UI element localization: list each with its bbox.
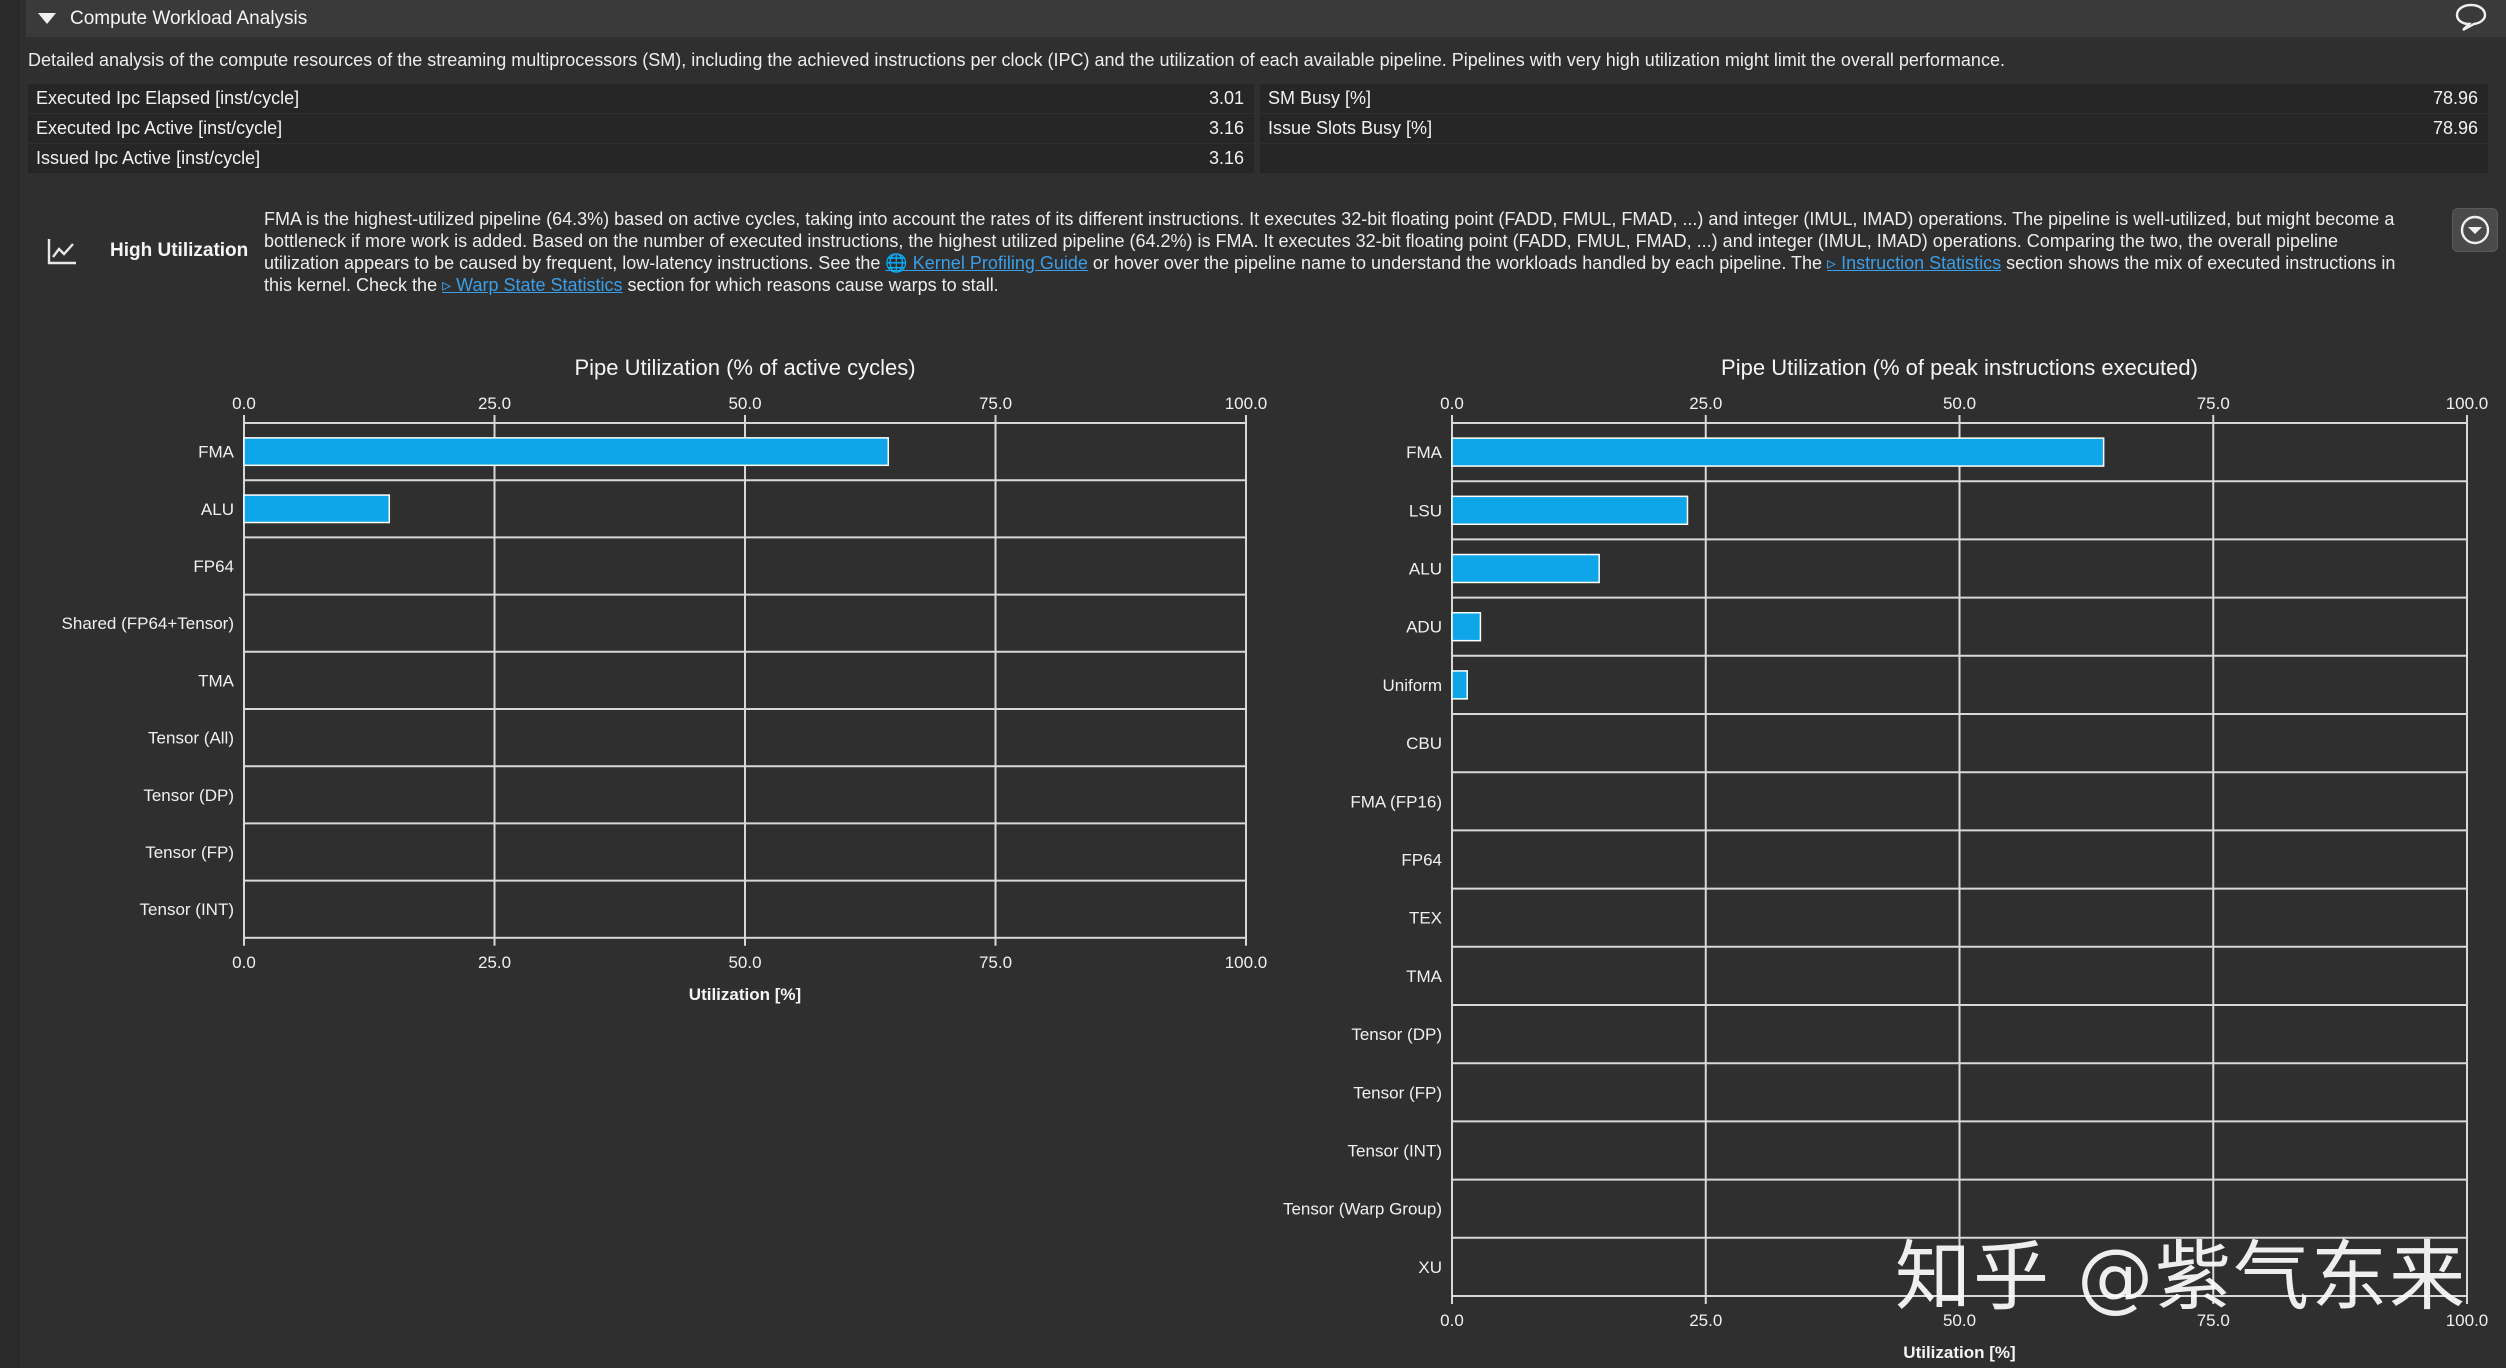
metric-value: 78.96 — [2432, 118, 2478, 138]
high-utilization-panel: High Utilization FMA is the highest-util… — [26, 196, 2498, 306]
bar-adu — [1451, 611, 1482, 642]
x-tick-label-bottom: 0.0 — [1440, 1311, 1464, 1330]
category-label: ALU — [201, 500, 234, 519]
instruction-statistics-link[interactable]: ▹ Instruction Statistics — [1827, 253, 2002, 273]
category-label: FMA (FP16) — [1350, 792, 1442, 811]
x-tick-label-top: 100.0 — [2446, 394, 2489, 413]
x-tick-label-bottom: 0.0 — [232, 953, 256, 972]
category-label: Tensor (FP) — [1353, 1083, 1442, 1102]
metric-label: SM Busy [%] — [1268, 88, 1372, 108]
x-tick-label-bottom: 50.0 — [1943, 1311, 1976, 1330]
left-gutter — [0, 0, 20, 1368]
x-tick-label-bottom: 100.0 — [1225, 953, 1268, 972]
high-utilization-title: High Utilization — [110, 240, 249, 261]
x-tick-label-top: 0.0 — [1440, 394, 1464, 413]
x-tick-label-bottom: 25.0 — [478, 953, 511, 972]
category-label: ALU — [1409, 560, 1442, 579]
kernel-profiling-guide-link[interactable]: 🌐 Kernel Profiling Guide — [885, 253, 1088, 273]
category-label: LSU — [1409, 501, 1442, 520]
category-label: FP64 — [1401, 851, 1442, 870]
category-label: Tensor (INT) — [1348, 1142, 1442, 1161]
metric-row: Issue Slots Busy [%] 78.96 — [1260, 114, 2488, 143]
x-tick-label-bottom: 100.0 — [2446, 1311, 2489, 1330]
category-label: Uniform — [1382, 676, 1442, 695]
x-tick-label-top: 0.0 — [232, 394, 256, 413]
x-tick-label-top: 50.0 — [728, 394, 761, 413]
x-tick-label-top: 50.0 — [1943, 394, 1976, 413]
x-axis-label: Utilization [%] — [1903, 1343, 2015, 1362]
metric-label: Executed Ipc Active [inst/cycle] — [36, 118, 283, 138]
metric-label: Executed Ipc Elapsed [inst/cycle] — [36, 88, 300, 108]
watermark-text: 知乎 @紫气东来 — [1895, 1232, 2468, 1321]
category-label: Tensor (DP) — [143, 786, 234, 805]
category-label: FMA — [1406, 443, 1443, 462]
category-label: Tensor (All) — [148, 729, 234, 748]
category-label: TEX — [1409, 909, 1442, 928]
metric-value: 3.16 — [1208, 148, 1244, 168]
collapse-triangle-icon[interactable] — [38, 13, 56, 24]
metric-value: 3.01 — [1208, 88, 1244, 108]
metric-label: Issued Ipc Active [inst/cycle] — [36, 148, 261, 168]
section-header[interactable]: Compute Workload Analysis — [26, 0, 2506, 37]
warp-state-statistics-link[interactable]: ▹ Warp State Statistics — [442, 275, 623, 295]
x-tick-label-bottom: 25.0 — [1689, 1311, 1722, 1330]
x-tick-label-bottom: 75.0 — [2197, 1311, 2230, 1330]
x-tick-label-bottom: 50.0 — [728, 953, 761, 972]
metric-row: Executed Ipc Active [inst/cycle] 3.16 — [28, 114, 1254, 143]
category-label: ADU — [1406, 618, 1442, 637]
bar-uniform — [1451, 670, 1468, 700]
bar-lsu — [1451, 495, 1689, 526]
x-tick-label-top: 25.0 — [1689, 394, 1722, 413]
metric-row-empty — [1260, 144, 2488, 173]
comment-icon[interactable] — [2454, 2, 2488, 32]
hu-text-part: or hover over the pipeline name to under… — [1087, 253, 1828, 273]
bar-fma — [243, 437, 890, 467]
x-tick-label-top: 100.0 — [1225, 394, 1268, 413]
pipe-utilization-active-cycles-chart: Pipe Utilization (% of active cycles) 0.0… — [62, 355, 1268, 1004]
metric-value: 78.96 — [2432, 88, 2478, 108]
category-label: TMA — [198, 671, 235, 690]
metric-label: Issue Slots Busy [%] — [1268, 118, 1433, 138]
line-chart-icon — [47, 239, 76, 265]
x-tick-label-top: 25.0 — [478, 394, 511, 413]
bar-fma — [1451, 437, 2105, 467]
high-utilization-text: FMA is the highest-utilized pipeline (64… — [264, 208, 2414, 296]
category-label: Tensor (DP) — [1351, 1025, 1442, 1044]
hu-text-part: FMA is the highest-utilized pipeline (64… — [264, 209, 2395, 273]
expand-details-button[interactable] — [2452, 208, 2498, 252]
category-label: FMA — [198, 443, 235, 462]
x-tick-label-top: 75.0 — [979, 394, 1012, 413]
section-title: Compute Workload Analysis — [70, 7, 308, 29]
chevron-down-circle-icon — [2460, 215, 2490, 245]
chart-title: Pipe Utilization (% of peak instructions… — [1721, 355, 2198, 380]
metrics-table: Executed Ipc Elapsed [inst/cycle] 3.01 E… — [28, 84, 2488, 176]
category-label: Tensor (FP) — [145, 843, 234, 862]
bar-alu — [243, 494, 391, 524]
category-label: Shared (FP64+Tensor) — [62, 614, 234, 633]
bar-alu — [1451, 553, 1600, 584]
category-label: Tensor (INT) — [140, 900, 234, 919]
pipe-utilization-peak-instructions-chart: Pipe Utilization (% of peak instructions… — [1283, 355, 2489, 1362]
chart-title: Pipe Utilization (% of active cycles) — [574, 355, 915, 380]
x-axis-label: Utilization [%] — [689, 985, 801, 1004]
metric-row: SM Busy [%] 78.96 — [1260, 84, 2488, 113]
x-tick-label-bottom: 75.0 — [979, 953, 1012, 972]
x-tick-label-top: 75.0 — [2197, 394, 2230, 413]
metric-row: Issued Ipc Active [inst/cycle] 3.16 — [28, 144, 1254, 173]
metric-row: Executed Ipc Elapsed [inst/cycle] 3.01 — [28, 84, 1254, 113]
category-label: TMA — [1406, 967, 1443, 986]
category-label: XU — [1418, 1258, 1442, 1277]
metric-value: 3.16 — [1208, 118, 1244, 138]
category-label: FP64 — [193, 557, 234, 576]
category-label: Tensor (Warp Group) — [1283, 1200, 1442, 1219]
hu-text-part: section shows the mix of executed instru… — [264, 253, 2396, 295]
hu-text-part: section for which reasons cause warps to… — [622, 275, 999, 295]
section-description: Detailed analysis of the compute resourc… — [28, 50, 2005, 70]
category-label: CBU — [1406, 734, 1442, 753]
